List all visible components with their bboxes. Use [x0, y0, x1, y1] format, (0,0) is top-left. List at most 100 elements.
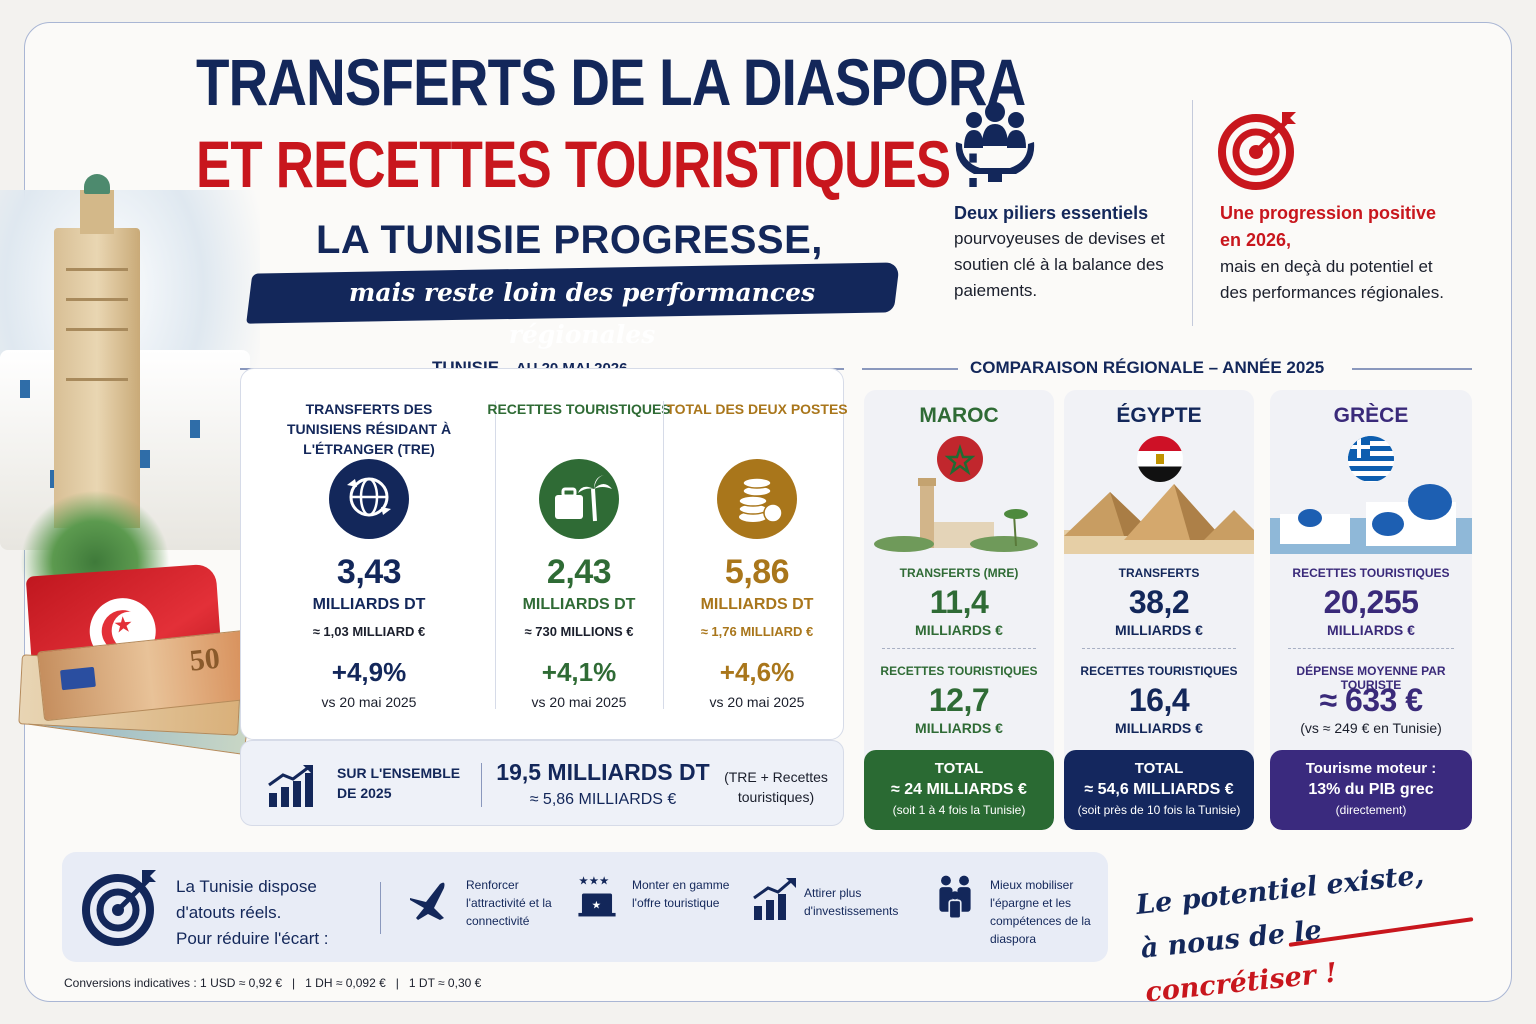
airplane-icon — [410, 882, 445, 920]
card-value-1: 38,2 — [1128, 584, 1190, 620]
action-intro-line: La Tunisie dispose — [176, 877, 317, 896]
card-country: GRÈCE — [1333, 404, 1409, 427]
pillar-2-text: Une progression positive en 2026, mais e… — [1220, 200, 1460, 306]
conversions-note: Conversions indicatives : 1 USD ≈ 0,92 €… — [64, 976, 482, 990]
target-icon — [82, 870, 156, 946]
summary-eur: ≈ 5,86 MILLIARDS € — [529, 791, 677, 808]
divider — [380, 882, 381, 934]
pillar-2-highlight: Une progression positive en 2026, — [1220, 203, 1437, 250]
summary-label: SUR L'ENSEMBLE DE 2025 — [337, 765, 461, 801]
morocco-flag-icon — [937, 436, 983, 482]
section-rule — [862, 368, 958, 370]
tourism-change: +4,1% — [541, 657, 617, 687]
column-divider — [663, 401, 664, 709]
card-label-1: RECETTES TOURISTIQUES — [1292, 566, 1450, 580]
greece-flag-icon — [1348, 436, 1394, 482]
action-text: Attirer plus d'investissements — [804, 886, 899, 918]
card-label-2: DÉPENSE MOYENNE PAR TOURISTE — [1296, 664, 1446, 692]
action-text: Mieux mobiliser l'épargne et les compéte… — [990, 878, 1091, 946]
tourism-vs: vs 20 mai 2025 — [531, 694, 627, 710]
tre-label: TRANSFERTS DES TUNISIENS RÉSIDANT À L'ÉT… — [286, 401, 452, 457]
card-maroc: MAROC TRANSFERTS (MRE) 11,4 MILLIARDS € … — [864, 390, 1054, 830]
banner-text: mais reste loin des performances régiona… — [348, 278, 816, 349]
card-country: ÉGYPTE — [1116, 404, 1202, 427]
tourism-unit: MILLIARDS DT — [522, 596, 636, 613]
tourism-label: RECETTES TOURISTIQUES — [487, 401, 671, 417]
card-footer: TOTAL ≈ 24 MILLIARDS € (soit 1 à 4 fois … — [864, 750, 1054, 830]
card-footer: Tourisme moteur : 13% du PIB grec (direc… — [1270, 750, 1472, 830]
suitcase-palm-icon — [539, 459, 619, 539]
card-value-2: 16,4 — [1128, 682, 1190, 718]
divider — [1192, 100, 1193, 326]
card-footer-title: TOTAL — [934, 760, 984, 777]
card-divider — [882, 648, 1036, 649]
card-unit-1: MILLIARDS € — [1115, 622, 1203, 638]
coins-icon — [717, 459, 797, 539]
euro-banknotes: 50 — [10, 628, 264, 755]
card-footer-value: ≈ 54,6 MILLIARDS € — [1084, 781, 1234, 798]
total-column: TOTAL DES DEUX POSTES 5,86 MILLIARDS DT … — [659, 399, 855, 710]
total-vs: vs 20 mai 2025 — [709, 694, 805, 710]
eu-flag-icon — [60, 666, 96, 691]
tunisia-panel: TRANSFERTS DES TUNISIENS RÉSIDANT À L'ÉT… — [240, 368, 848, 740]
tre-vs: vs 20 mai 2025 — [321, 694, 417, 710]
hotel-stars-icon: ★★★ ★ — [578, 874, 616, 917]
minaret — [54, 228, 140, 528]
total-value: 5,86 — [724, 553, 790, 591]
card-country: MAROC — [919, 404, 999, 427]
total-change: +4,6% — [719, 657, 795, 687]
action-intro-line: Pour réduire l'écart : — [176, 929, 329, 948]
card-footer-note: (soit près de 10 fois la Tunisie) — [1077, 803, 1241, 817]
total-label: TOTAL DES DEUX POSTES — [666, 401, 848, 417]
pyramids-scene — [1064, 484, 1254, 554]
title-line-2-text: ET RECETTES TOURISTIQUES — [196, 127, 951, 201]
banknote-denomination: 50 — [188, 641, 222, 678]
egypt-flag-icon — [1137, 436, 1183, 482]
title-line-2: ET RECETTES TOURISTIQUES : — [196, 126, 982, 202]
card-footer-title: TOTAL — [1134, 760, 1184, 777]
summary-note: (TRE + Recettes touristiques) — [724, 769, 828, 805]
pillar-1-highlight: Deux piliers essentiels — [954, 203, 1149, 223]
growth-chart-icon — [268, 765, 313, 807]
card-footer-note: (directement) — [1335, 803, 1407, 817]
card-label-1: TRANSFERTS (MRE) — [899, 566, 1019, 580]
card-unit-1: MILLIARDS € — [915, 622, 1003, 638]
pillar-1-description: pourvoyeuses de devises et soutien clé à… — [954, 229, 1165, 300]
target-icon — [1218, 112, 1296, 190]
globe-transfer-icon — [329, 459, 409, 539]
card-label-2: RECETTES TOURISTIQUES — [880, 664, 1038, 678]
minaret-top — [80, 190, 114, 234]
summary-value: 19,5 MILLIARDS DT — [496, 759, 710, 785]
action-intro-line: d'atouts réels. — [176, 903, 282, 922]
card-label-2: RECETTES TOURISTIQUES — [1080, 664, 1238, 678]
card-value-2: 12,7 — [928, 682, 990, 718]
family-icon — [939, 875, 971, 920]
total-unit: MILLIARDS DT — [700, 596, 814, 613]
action-text: Monter en gamme l'offre touristique — [632, 878, 730, 910]
card-unit-1: MILLIARDS € — [1327, 622, 1415, 638]
tourism-eur: ≈ 730 MILLIONS € — [524, 624, 634, 639]
tourism-column: RECETTES TOURISTIQUES 2,43 MILLIARDS DT … — [481, 399, 677, 710]
card-footer-title: Tourisme moteur : — [1305, 760, 1437, 777]
card-unit-2: (vs ≈ 249 € en Tunisie) — [1300, 720, 1442, 736]
tre-value: 3,43 — [336, 553, 402, 591]
subtitle: LA TUNISIE PROGRESSE, — [316, 218, 823, 262]
growth-chart-icon — [753, 878, 796, 920]
card-label-1: TRANSFERTS — [1118, 566, 1200, 580]
card-grece: GRÈCE RECETTES TOURISTIQUES 20,255 MILLI… — [1270, 390, 1472, 830]
hands-people-icon — [955, 102, 1035, 182]
mosque-scene — [874, 478, 1038, 552]
total-eur: ≈ 1,76 MILLIARD € — [700, 624, 814, 639]
card-unit-2: MILLIARDS € — [1115, 720, 1203, 736]
tourism-value: 2,43 — [546, 553, 612, 591]
tunisia-photo-illustration: ★ 50 — [0, 174, 300, 790]
card-value-1: 11,4 — [929, 584, 989, 620]
title-line-1: TRANSFERTS DE LA DIASPORA — [196, 45, 1026, 119]
column-divider — [495, 401, 496, 709]
card-egypte: ÉGYPTE TRANSFERTS 38,2 MILLIARDS € RECET… — [1064, 390, 1254, 830]
action-text: Renforcer l'attractivité et la connectiv… — [466, 878, 552, 928]
regional-section-title: COMPARAISON RÉGIONALE – ANNÉE 2025 — [970, 358, 1325, 377]
card-unit-2: MILLIARDS € — [915, 720, 1003, 736]
section-rule — [1352, 368, 1472, 370]
pillar-2-description: mais en deçà du potentiel et des perform… — [1220, 257, 1444, 302]
